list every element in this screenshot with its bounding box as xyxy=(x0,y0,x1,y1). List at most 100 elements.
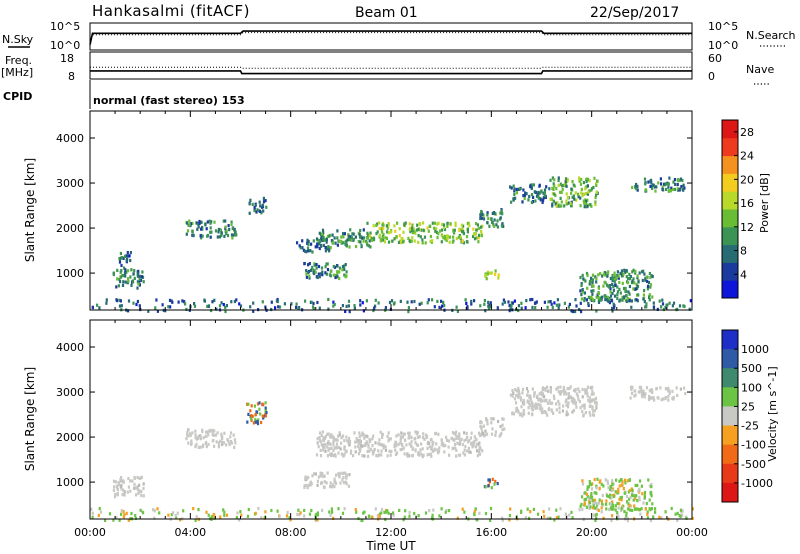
echo-cell xyxy=(333,477,336,481)
echo-cell xyxy=(457,436,460,440)
echo-cell xyxy=(325,262,328,266)
echo-cell xyxy=(527,198,530,202)
echo-cell xyxy=(466,230,469,234)
echo-cell xyxy=(320,237,323,242)
echo-cell xyxy=(569,385,572,389)
echo-cell xyxy=(410,226,414,230)
echo-cell xyxy=(512,391,515,395)
echo-cell xyxy=(387,511,390,515)
echo-cell xyxy=(130,283,133,287)
echo-cell xyxy=(617,487,620,491)
echo-cell xyxy=(118,258,121,262)
echo-cell xyxy=(253,404,256,408)
echo-cell xyxy=(517,389,521,393)
echo-cell xyxy=(630,305,633,309)
echo-cell xyxy=(306,238,309,242)
echo-cell xyxy=(417,234,420,238)
colorbar-frame xyxy=(721,119,739,299)
echo-cell xyxy=(378,221,381,225)
echo-cell xyxy=(372,236,376,240)
echo-cell xyxy=(691,507,694,511)
echo-cell xyxy=(308,512,312,516)
echo-cell xyxy=(298,513,301,517)
echo-cell xyxy=(466,227,469,231)
echo-cell xyxy=(333,480,336,484)
echo-cell xyxy=(600,506,603,510)
echo-cell xyxy=(651,186,654,191)
echo-cell xyxy=(488,478,491,482)
echo-cell xyxy=(578,390,581,394)
echo-cell xyxy=(639,512,642,516)
echo-cell xyxy=(436,299,439,303)
echo-cell xyxy=(587,303,590,307)
echo-cell xyxy=(551,202,554,206)
echo-cell xyxy=(622,504,625,508)
echo-cell xyxy=(583,388,587,392)
echo-cell xyxy=(127,309,130,313)
echo-cell xyxy=(428,452,431,456)
echo-cell xyxy=(466,449,469,453)
echo-cell xyxy=(362,309,365,313)
echo-cell xyxy=(569,201,572,205)
echo-cell xyxy=(182,509,185,513)
echo-cell xyxy=(357,240,360,244)
echo-cell xyxy=(580,282,583,286)
echo-cell xyxy=(625,494,629,499)
echo-cell xyxy=(225,513,229,517)
echo-cell xyxy=(335,442,339,446)
echo-cell xyxy=(342,475,345,480)
echo-cell xyxy=(629,386,633,390)
echo-cell xyxy=(480,229,483,233)
echo-cell xyxy=(629,396,632,400)
echo-cell xyxy=(325,240,328,244)
echo-cell xyxy=(646,287,649,291)
echo-cell xyxy=(153,509,156,513)
echo-cell xyxy=(676,183,679,187)
x-tick-label: 08:00 xyxy=(275,526,307,539)
echo-cell xyxy=(593,477,596,482)
echo-cell xyxy=(553,301,556,305)
echo-cell xyxy=(388,449,391,453)
echo-cell xyxy=(413,239,416,243)
echo-cell xyxy=(662,397,665,401)
echo-cell xyxy=(216,235,219,239)
echo-cell xyxy=(214,229,218,233)
echo-cell xyxy=(570,204,573,208)
echo-cell xyxy=(205,445,208,449)
echo-cell xyxy=(588,396,591,400)
colorbar-tick-label: -100 xyxy=(741,439,766,452)
echo-cell xyxy=(428,441,431,445)
echo-cell xyxy=(565,202,568,206)
echo-cell xyxy=(120,512,123,516)
echo-cell xyxy=(156,309,159,313)
echo-cell xyxy=(347,484,350,488)
echo-cell xyxy=(522,194,525,198)
echo-cell xyxy=(137,269,140,273)
echo-cell xyxy=(549,300,552,304)
echo-cell xyxy=(197,225,200,229)
cpid-label: CPID xyxy=(3,90,32,103)
echo-cell xyxy=(538,191,541,195)
echo-cell xyxy=(168,298,172,302)
echo-cell xyxy=(366,231,369,235)
echo-cell xyxy=(322,243,325,247)
echo-cell xyxy=(677,179,680,183)
echo-cell xyxy=(463,453,466,457)
echo-cell xyxy=(403,438,407,442)
echo-cell xyxy=(422,432,425,436)
echo-cell xyxy=(250,404,253,408)
echo-cell xyxy=(584,391,587,395)
echo-cell xyxy=(386,226,389,230)
echo-cell xyxy=(214,433,217,437)
echo-cell xyxy=(371,449,374,453)
echo-cell xyxy=(479,433,482,437)
echo-cell xyxy=(476,449,479,453)
echo-cell xyxy=(387,439,390,443)
echo-cell xyxy=(329,485,332,489)
echo-cell xyxy=(348,436,351,441)
echo-cell xyxy=(636,483,639,487)
echo-cell xyxy=(650,491,653,495)
echo-cell xyxy=(349,238,353,242)
echo-cell xyxy=(521,200,524,204)
echo-cell xyxy=(588,482,591,486)
